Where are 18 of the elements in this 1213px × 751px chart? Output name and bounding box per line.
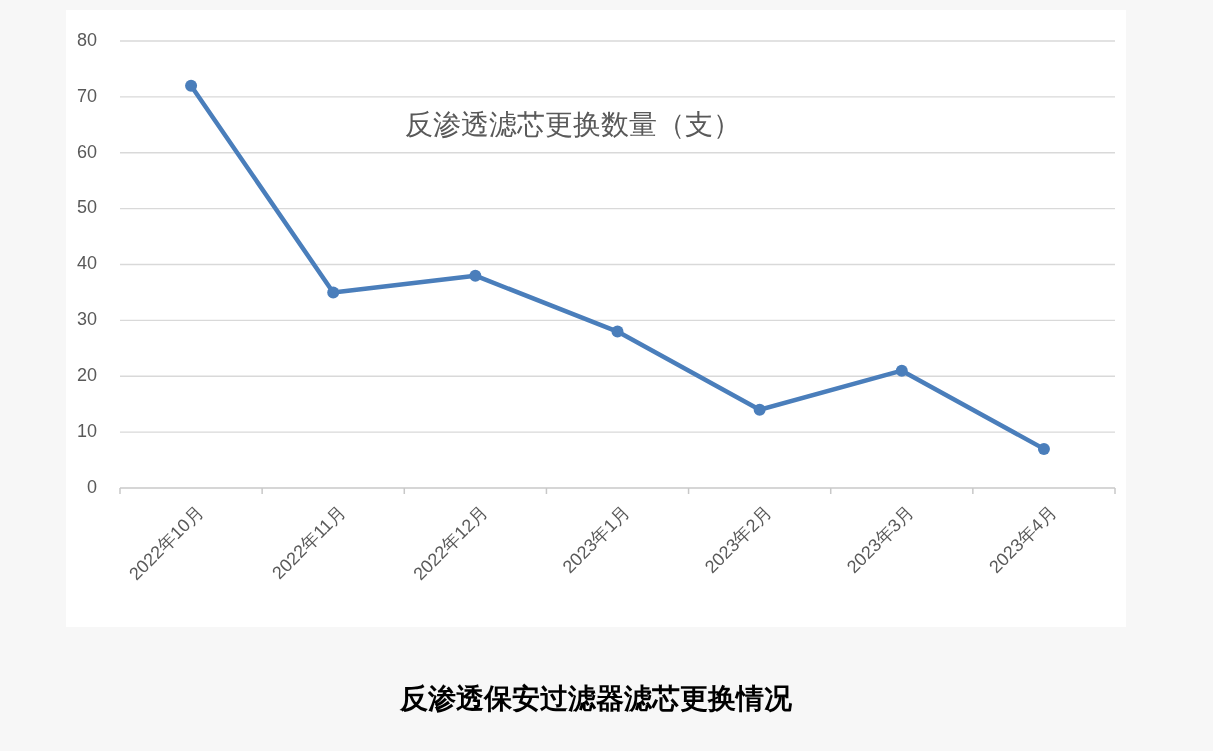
point bbox=[185, 79, 198, 92]
y-tick-label: 30 bbox=[76, 309, 97, 330]
caption: 反渗透保安过滤器滤芯更换情况 bbox=[400, 683, 792, 715]
y-tick-label: 10 bbox=[76, 420, 97, 441]
y-tick-label: 20 bbox=[76, 365, 97, 385]
point bbox=[469, 269, 482, 282]
point bbox=[1037, 442, 1050, 455]
y-tick-label: 70 bbox=[76, 85, 97, 106]
y-tick-label: 50 bbox=[76, 197, 97, 218]
y-tick-label: 80 bbox=[76, 29, 97, 50]
y-tick-label: 60 bbox=[76, 141, 97, 162]
title: 反渗透滤芯更换数量（支） bbox=[405, 109, 741, 141]
point bbox=[611, 325, 624, 338]
point bbox=[327, 286, 340, 299]
point bbox=[753, 403, 766, 416]
y-tick-label: 0 bbox=[86, 476, 97, 497]
point bbox=[895, 364, 908, 377]
y-tick-label: 40 bbox=[76, 253, 97, 274]
